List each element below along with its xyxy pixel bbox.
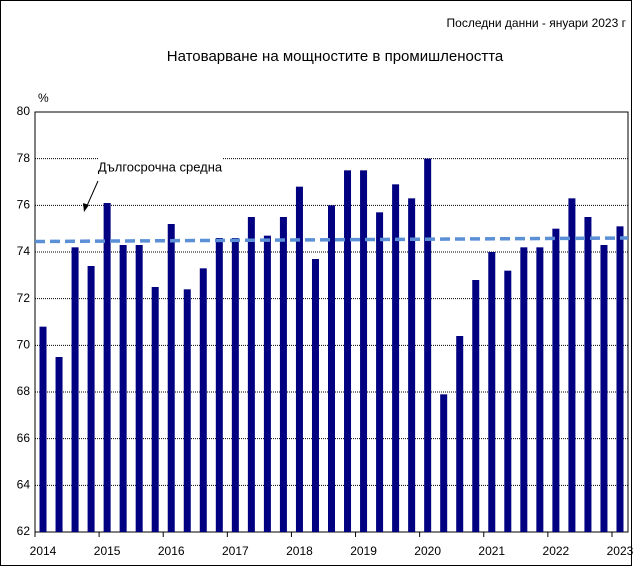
bar [199,268,207,532]
y-tick-label: 62 [17,524,31,538]
y-tick-label: 70 [17,338,31,352]
y-tick-label: 74 [17,244,31,258]
bar [279,217,287,532]
x-tick-label: 2021 [478,544,505,558]
bar [39,326,47,532]
bar [360,170,368,533]
bar [424,158,432,532]
x-tick-label: 2023 [607,544,633,558]
bar [456,336,464,532]
bar [87,266,95,532]
y-tick-label: 72 [17,291,31,305]
bar [103,203,111,532]
bar [536,247,544,533]
bar [568,198,576,533]
x-tick-label: 2018 [286,544,313,558]
bar [472,280,480,532]
bar [55,357,63,532]
annotation-box [98,158,222,178]
reference-line [34,236,629,244]
bar [520,247,528,533]
bar [215,238,223,532]
bar [328,205,335,533]
bar [600,245,608,532]
bar [488,252,496,532]
annotation-arrow [85,180,99,209]
annotation-label: Дългосрочна средна [98,159,223,174]
y-tick-label: 80 [17,104,31,118]
y-tick-label: 66 [17,431,31,445]
y-tick-label: 68 [17,384,31,398]
bar [263,235,271,532]
bar [584,217,592,532]
x-tick-label: 2016 [158,544,185,558]
y-tick-label: 64 [17,478,31,492]
y-tick-label: 78 [17,151,31,165]
y-tick-label: 76 [17,198,31,212]
bar [135,245,143,532]
x-tick-label: 2015 [94,544,121,558]
bar [71,247,79,533]
bar [183,289,191,532]
bar [311,259,319,532]
x-tick-label: 2022 [543,544,570,558]
bar [167,224,175,532]
bar [376,212,384,533]
note: Последни данни - януари 2023 г [447,16,627,30]
chart-title: Натоварване на мощностите в промишленост… [167,48,504,65]
x-tick-label: 2017 [222,544,249,558]
annotation-arrowhead [83,203,89,212]
y-axis-label: % [38,91,49,105]
bar [392,184,400,533]
bar [119,245,127,532]
bar [552,228,560,532]
bar [504,270,512,532]
bar [440,394,448,532]
bar [616,226,624,533]
x-tick-label: 2014 [30,544,57,558]
x-tick-label: 2020 [414,544,441,558]
x-tick-label: 2019 [350,544,377,558]
bar [247,217,255,532]
bar [151,287,159,532]
bar [231,238,239,532]
bar [408,198,416,533]
bar [344,170,352,533]
bar [295,186,303,532]
